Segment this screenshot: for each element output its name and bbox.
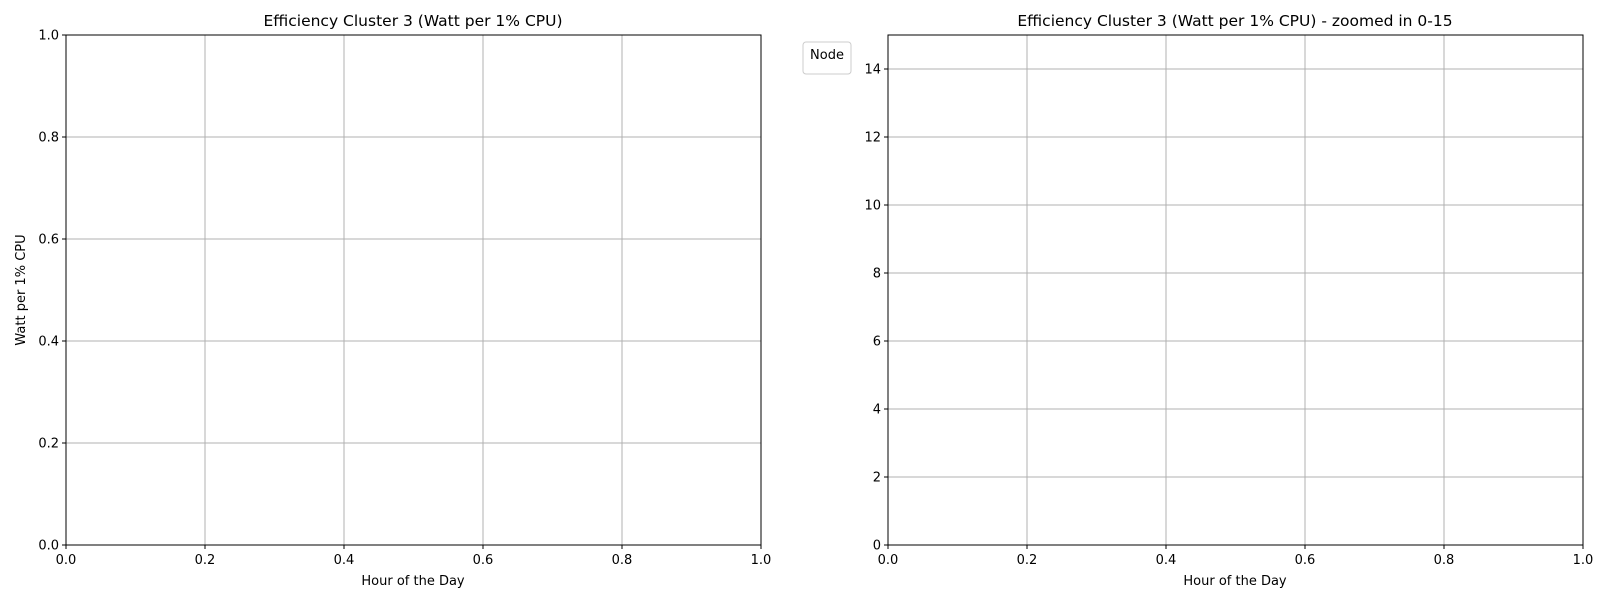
chart-left-y-tick-label: 0.2 [38, 437, 59, 452]
chart-left-x-axis-label: Hour of the Day [361, 574, 465, 589]
legend-box [802, 41, 852, 75]
chart-right-y-tick-label: 8 [873, 267, 881, 282]
chart-left-x-tick-label: 0.4 [334, 553, 355, 568]
chart-right-grid [887, 35, 1584, 546]
chart-right-title: Efficiency Cluster 3 (Watt per 1% CPU) -… [1017, 12, 1452, 30]
chart-left-x-tick-label: 0.8 [612, 553, 633, 568]
chart-left-x-tick-label: 0.2 [195, 553, 216, 568]
chart-right-y-tick-label: 4 [873, 403, 881, 418]
chart-left-x-tick-label: 1.0 [751, 553, 772, 568]
chart-right-x-tick-label: 1.0 [1573, 553, 1594, 568]
chart-right-y-tick-label: 12 [864, 131, 881, 146]
chart-left-y-tick-label: 0.6 [38, 233, 59, 248]
chart-right-x-axis-label: Hour of the Day [1183, 574, 1287, 589]
chart-right-y-tick-label: 10 [864, 199, 881, 214]
chart-right-x-tick-label: 0.4 [1156, 553, 1177, 568]
chart-right-y-tick-label: 0 [873, 539, 881, 554]
chart-right-x-tick-label: 0.0 [878, 553, 899, 568]
chart-left-y-axis-label: Watt per 1% CPU [14, 234, 29, 345]
legend: Node [802, 41, 852, 75]
chart-left-plot-frame [65, 34, 762, 546]
chart-left-y-tick-label: 0.0 [38, 539, 59, 554]
chart-right-y-tick-label: 14 [864, 63, 881, 78]
chart-right-y-tick-label: 6 [873, 335, 881, 350]
chart-left-y-ticks: 0.0 0.2 0.4 0.6 0.8 1.0 [38, 29, 66, 554]
chart-right: Efficiency Cluster 3 (Watt per 1% CPU) -… [864, 12, 1593, 589]
chart-left-x-tick-label: 0.0 [56, 553, 77, 568]
chart-right-x-ticks: 0.0 0.2 0.4 0.6 0.8 1.0 [878, 545, 1594, 568]
chart-left-x-ticks: 0.0 0.2 0.4 0.6 0.8 1.0 [56, 545, 772, 568]
chart-left-x-tick-label: 0.6 [473, 553, 494, 568]
chart-left-y-tick-label: 0.8 [38, 131, 59, 146]
legend-title: Node [810, 48, 844, 63]
chart-left: Efficiency Cluster 3 (Watt per 1% CPU) 0… [14, 12, 771, 589]
chart-right-y-tick-label: 2 [873, 471, 881, 486]
chart-right-x-tick-label: 0.2 [1017, 553, 1038, 568]
chart-left-title: Efficiency Cluster 3 (Watt per 1% CPU) [263, 12, 562, 30]
chart-left-y-tick-label: 1.0 [38, 29, 59, 44]
chart-right-x-tick-label: 0.8 [1434, 553, 1455, 568]
chart-right-plot-frame [887, 34, 1584, 546]
chart-right-y-ticks: 0 2 4 6 8 10 12 14 [864, 63, 888, 554]
chart-left-y-tick-label: 0.4 [38, 335, 59, 350]
chart-right-x-tick-label: 0.6 [1295, 553, 1316, 568]
